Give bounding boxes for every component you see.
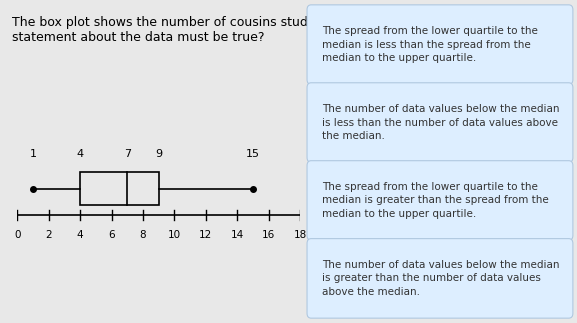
FancyBboxPatch shape [307,161,573,240]
Text: 15: 15 [246,150,260,160]
FancyBboxPatch shape [307,5,573,84]
Text: The number of data values below the median
is less than the number of data value: The number of data values below the medi… [322,104,560,141]
Text: 1: 1 [29,150,36,160]
Text: 0: 0 [14,230,21,240]
Text: 18: 18 [294,230,306,240]
Text: 7: 7 [123,150,131,160]
Text: 4: 4 [77,150,84,160]
FancyBboxPatch shape [307,83,573,162]
Text: 12: 12 [199,230,212,240]
Text: 9: 9 [155,150,162,160]
Text: The number of data values below the median
is greater than the number of data va: The number of data values below the medi… [322,260,560,297]
Text: 10: 10 [168,230,181,240]
Text: The spread from the lower quartile to the
median is greater than the spread from: The spread from the lower quartile to th… [322,182,549,219]
FancyBboxPatch shape [307,239,573,318]
Text: The spread from the lower quartile to the
median is less than the spread from th: The spread from the lower quartile to th… [322,26,538,63]
Text: 14: 14 [231,230,244,240]
Text: 8: 8 [140,230,147,240]
Text: 16: 16 [262,230,275,240]
Text: 4: 4 [77,230,84,240]
Text: The box plot shows the number of cousins students in Mr. Myer's class have. Whic: The box plot shows the number of cousins… [12,16,535,44]
Text: 6: 6 [108,230,115,240]
Text: 2: 2 [46,230,52,240]
